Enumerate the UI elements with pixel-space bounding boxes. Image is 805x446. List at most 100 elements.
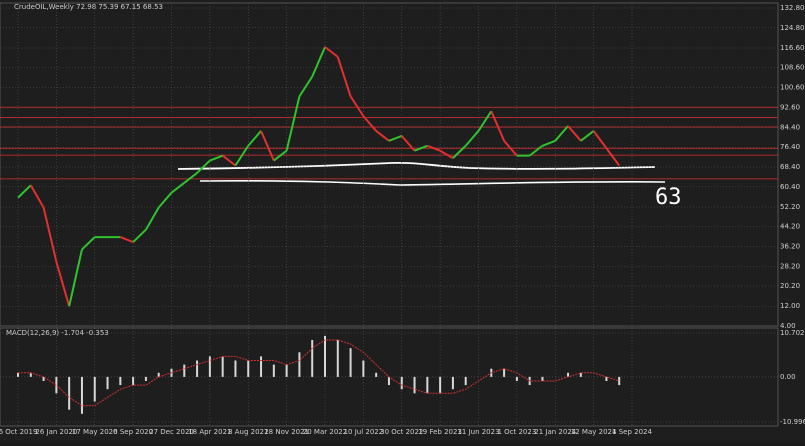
macd-bar <box>605 376 608 381</box>
macd-bar <box>17 372 19 377</box>
x-tick-label: 8 Aug 2021 <box>228 428 268 436</box>
signal-line <box>18 339 620 407</box>
y-tick-label: 44.20 <box>780 223 800 231</box>
price-segment <box>490 110 506 142</box>
price-segment <box>17 184 32 199</box>
price-segment <box>336 56 352 97</box>
macd-bar <box>93 376 96 402</box>
macd-bar <box>426 376 429 394</box>
price-segment <box>567 125 582 142</box>
price-segment <box>554 125 569 142</box>
macd-bar <box>515 376 518 381</box>
macd-bar <box>260 356 263 377</box>
x-tick-label: 6 Oct 2019 <box>0 428 37 436</box>
price-segment <box>170 182 185 194</box>
macd-bar <box>80 376 83 414</box>
y-tick-label: 4.00 <box>780 322 796 330</box>
price-segment <box>157 192 173 209</box>
x-tick-label: 17 May 2020 <box>72 428 118 436</box>
y-tick-label: 28.20 <box>780 262 800 270</box>
trend-drawing <box>199 180 666 186</box>
x-tick-label: 28 Nov 2021 <box>264 428 309 436</box>
price-segment <box>273 149 288 162</box>
y-tick-label: 60.40 <box>780 183 800 191</box>
trend-drawing <box>177 161 656 170</box>
price-segment <box>375 130 390 142</box>
price-segment <box>580 130 595 142</box>
macd-bar <box>196 360 199 377</box>
price-segment <box>414 144 428 152</box>
x-tick-label: 10 Jul 2022 <box>344 428 384 436</box>
price-segment <box>247 130 262 147</box>
macd-bar <box>451 376 454 390</box>
x-tick-label: 18 Apr 2021 <box>188 428 231 436</box>
macd-bar <box>464 376 467 386</box>
price-segment <box>311 46 326 78</box>
macd-bar <box>183 364 186 377</box>
macd-bar <box>375 372 378 377</box>
macd-bar <box>42 376 45 381</box>
macd-bar <box>298 352 301 377</box>
price-segment <box>349 95 365 117</box>
x-tick-label: 6 Sep 2020 <box>113 428 153 436</box>
price-segment <box>183 172 198 184</box>
y-tick-label: 76.40 <box>780 143 800 151</box>
macd-bar <box>336 339 339 377</box>
macd-bar <box>400 376 403 390</box>
x-tick-label: 20 Mar 2022 <box>303 428 347 436</box>
macd-bar <box>157 372 160 377</box>
macd-bar <box>413 376 416 394</box>
macd-bar <box>439 376 442 394</box>
price-segment <box>324 46 339 58</box>
y-tick-label: 116.60 <box>780 44 805 52</box>
macd-bar <box>362 360 365 377</box>
y-tick-label: 84.40 <box>780 123 800 131</box>
price-segment <box>29 184 45 208</box>
x-tick-label: 27 Dec 2020 <box>149 428 194 436</box>
macd-bar <box>567 372 570 377</box>
price-segment <box>234 145 250 167</box>
macd-bar <box>29 372 32 377</box>
y-tick-label: -10.996 <box>780 418 805 426</box>
price-segment <box>542 139 556 147</box>
price-segment <box>592 130 608 149</box>
x-tick-label: 19 Feb 2023 <box>418 428 462 436</box>
y-tick-label: 10.702 <box>780 329 805 337</box>
price-segment <box>132 228 147 243</box>
price-segment <box>209 154 224 162</box>
y-tick-label: 124.80 <box>780 24 805 32</box>
y-tick-label: 52.20 <box>780 203 800 211</box>
price-segment <box>196 159 211 174</box>
macd-bar <box>387 376 390 386</box>
price-segment <box>503 140 518 157</box>
price-segment <box>298 76 314 97</box>
price-segment <box>260 130 275 161</box>
x-tick-label: 30 Oct 2022 <box>380 428 423 436</box>
price-segment <box>55 261 71 307</box>
x-tick-label: 1 Sep 2024 <box>612 428 652 436</box>
x-tick-label: 26 Jan 2020 <box>35 428 77 436</box>
y-tick-label: 100.60 <box>780 84 805 92</box>
macd-bar <box>349 348 352 377</box>
y-tick-label: 108.60 <box>780 64 805 72</box>
price-segment <box>605 147 621 167</box>
macd-bar <box>221 356 224 377</box>
macd-bar <box>272 364 275 377</box>
x-tick-label: 12 May 2024 <box>571 428 617 436</box>
y-tick-label: 68.40 <box>780 163 800 171</box>
macd-bar <box>132 376 135 386</box>
macd-bar <box>144 376 147 381</box>
macd-bar <box>234 360 237 377</box>
macd-bar <box>68 376 71 410</box>
price-segment <box>119 236 134 243</box>
macd-bar <box>208 356 211 377</box>
macd-bar <box>247 360 250 377</box>
price-segment <box>464 130 480 147</box>
price-segment <box>529 144 544 157</box>
macd-bar <box>106 376 109 390</box>
y-tick-label: 92.60 <box>780 103 800 111</box>
price-segment <box>400 135 416 152</box>
x-tick-label: 11 Jun 2023 <box>457 428 499 436</box>
